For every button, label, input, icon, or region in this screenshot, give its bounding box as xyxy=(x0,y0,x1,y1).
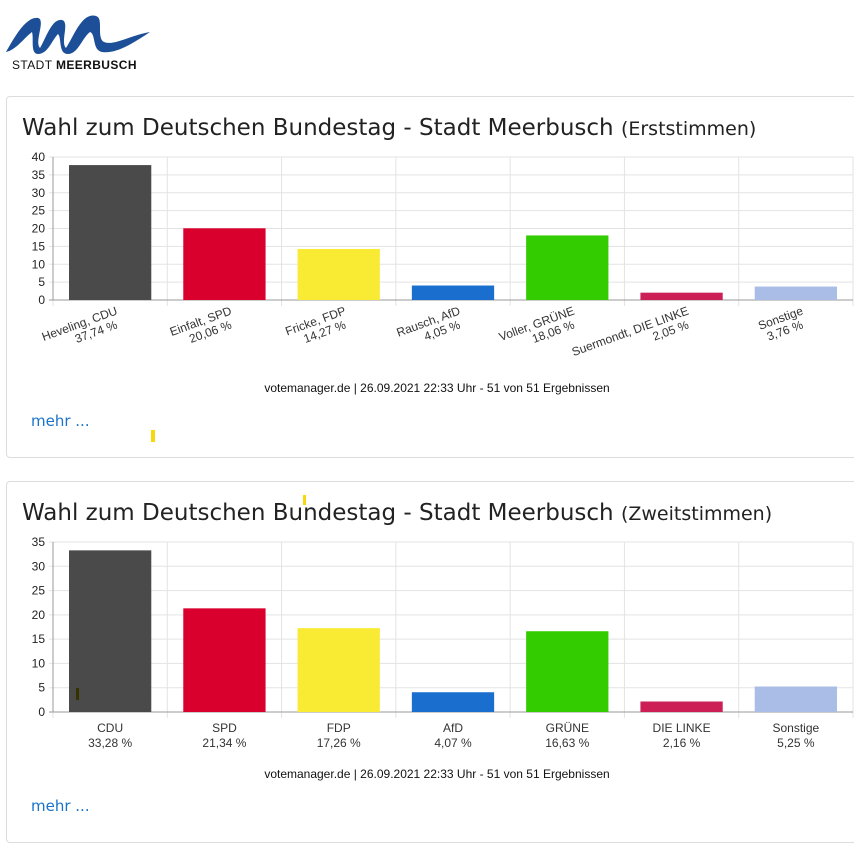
x-tick-label: GRÜNE xyxy=(546,721,589,735)
y-tick-label: 5 xyxy=(38,275,45,289)
bar xyxy=(183,228,266,300)
y-tick-label: 0 xyxy=(38,293,45,307)
y-tick-label: 15 xyxy=(32,239,46,253)
y-tick-label: 30 xyxy=(32,186,46,200)
zweitstimmen-card: Wahl zum Deutschen Bundestag - Stadt Mee… xyxy=(6,481,854,843)
x-tick-label: Sonstige xyxy=(773,721,820,735)
y-tick-label: 0 xyxy=(38,705,45,719)
x-tick-label: FDP xyxy=(327,721,351,735)
bar xyxy=(526,631,609,712)
bar xyxy=(640,292,723,300)
y-tick-label: 20 xyxy=(32,608,46,622)
y-tick-label: 40 xyxy=(32,150,46,164)
more-link[interactable]: mehr ... xyxy=(31,797,90,815)
decorative-marker xyxy=(303,495,306,505)
bar xyxy=(69,550,152,712)
card-title: Wahl zum Deutschen Bundestag - Stadt Mee… xyxy=(22,500,772,526)
more-link[interactable]: mehr ... xyxy=(31,412,90,430)
bar xyxy=(526,235,609,300)
logo-text-stadt: STADT xyxy=(12,58,56,72)
x-tick-label: AfD xyxy=(443,721,463,735)
y-tick-label: 30 xyxy=(32,559,46,573)
source-line: votemanager.de | 26.09.2021 22:33 Uhr - … xyxy=(264,381,610,395)
bar xyxy=(754,686,837,712)
y-tick-label: 35 xyxy=(32,535,46,549)
y-tick-label: 10 xyxy=(32,656,46,670)
erststimmen-card: Wahl zum Deutschen Bundestag - Stadt Mee… xyxy=(6,96,854,458)
card-title: Wahl zum Deutschen Bundestag - Stadt Mee… xyxy=(22,115,756,141)
value-label: 17,26 % xyxy=(317,736,361,750)
city-logo[interactable] xyxy=(4,8,154,76)
decorative-marker xyxy=(76,688,79,700)
y-tick-label: 20 xyxy=(32,222,46,236)
value-label: 5,25 % xyxy=(777,736,815,750)
y-tick-label: 25 xyxy=(32,584,46,598)
card-title-main: Wahl zum Deutschen Bundestag - Stadt Mee… xyxy=(22,115,614,141)
meerbusch-wave-logo-icon xyxy=(6,15,150,54)
value-label: 4,07 % xyxy=(434,736,472,750)
card-title-sub: (Erststimmen) xyxy=(620,118,757,140)
value-label: 2,16 % xyxy=(663,736,701,750)
logo-text-meerbusch: MEERBUSCH xyxy=(55,58,137,72)
bar xyxy=(69,165,152,300)
x-tick-label: SPD xyxy=(212,721,237,735)
value-label: 16,63 % xyxy=(545,736,589,750)
bar xyxy=(297,248,380,300)
bar xyxy=(640,701,723,712)
bar xyxy=(411,285,495,300)
source-line: votemanager.de | 26.09.2021 22:33 Uhr - … xyxy=(264,767,610,781)
y-tick-label: 35 xyxy=(32,168,46,182)
card-title-sub: (Zweitstimmen) xyxy=(620,503,773,525)
bar xyxy=(183,608,266,712)
y-tick-label: 25 xyxy=(32,204,46,218)
logo-text: STADT MEERBUSCH xyxy=(12,58,137,72)
y-tick-label: 10 xyxy=(32,257,46,271)
bar xyxy=(754,286,837,300)
decorative-marker xyxy=(151,430,155,442)
card-title-main: Wahl zum Deutschen Bundestag - Stadt Mee… xyxy=(22,500,614,526)
bar xyxy=(297,628,380,712)
x-tick-label: CDU xyxy=(97,721,123,735)
value-label: 21,34 % xyxy=(202,736,246,750)
x-tick-label: DIE LINKE xyxy=(653,721,711,735)
bar xyxy=(411,692,495,712)
value-label: 33,28 % xyxy=(88,736,132,750)
y-tick-label: 15 xyxy=(32,632,46,646)
y-tick-label: 5 xyxy=(38,681,45,695)
